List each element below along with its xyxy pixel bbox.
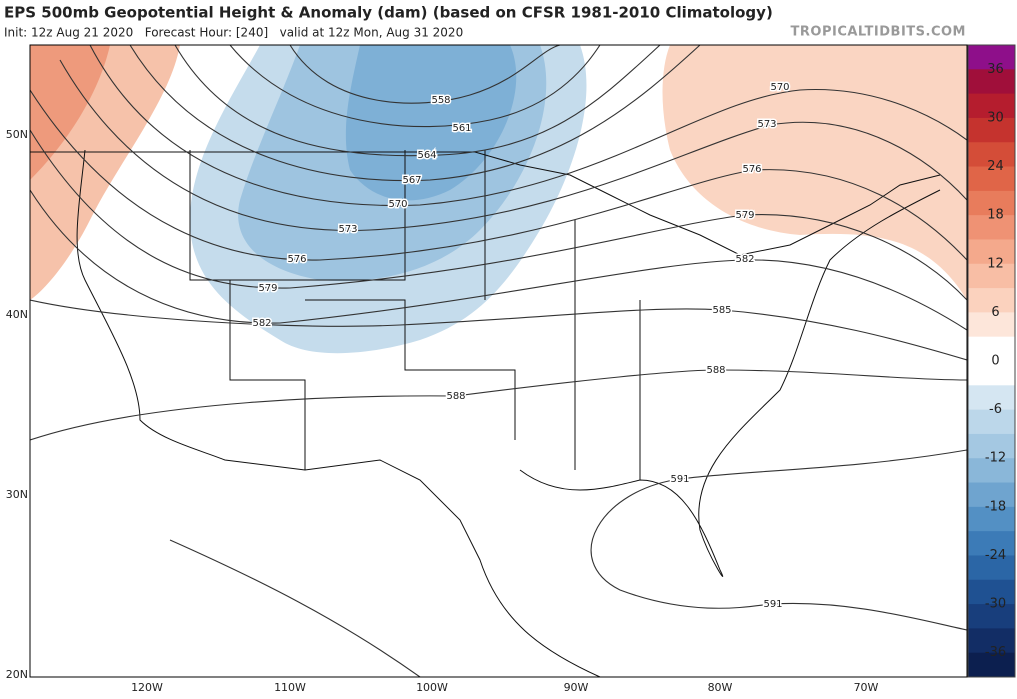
lon-label: 110W bbox=[274, 681, 306, 694]
anomaly-cool bbox=[345, 45, 517, 201]
coastline bbox=[76, 149, 601, 677]
colorbar-tick-label: -18 bbox=[985, 499, 1006, 514]
contour-label: 573 bbox=[757, 119, 776, 130]
lat-label: 20N bbox=[6, 668, 28, 681]
contour-label: 561 bbox=[452, 123, 471, 134]
colorbar-band bbox=[968, 579, 1015, 605]
contour-label: 579 bbox=[258, 283, 277, 294]
contour bbox=[30, 369, 967, 441]
colorbar-band bbox=[968, 433, 1015, 459]
colorbar-tick-label: 12 bbox=[987, 256, 1004, 271]
colorbar-band bbox=[968, 361, 1015, 386]
lat-label: 30N bbox=[6, 488, 28, 501]
colorbar-band bbox=[968, 215, 1015, 240]
colorbar-tick-label: 24 bbox=[987, 159, 1004, 174]
colorbar-band bbox=[968, 45, 1015, 70]
contour-label: 564 bbox=[417, 150, 436, 161]
state-borders bbox=[189, 150, 641, 480]
colorbar-band bbox=[968, 93, 1015, 119]
contour-label: 558 bbox=[431, 95, 450, 106]
colorbar-band bbox=[968, 142, 1015, 168]
subtitle: Init: 12z Aug 21 2020 Forecast Hour: [24… bbox=[4, 26, 463, 40]
colorbar-band bbox=[968, 336, 1015, 362]
map-frame bbox=[29, 44, 968, 678]
colorbar-band bbox=[968, 506, 1015, 532]
colorbar-band bbox=[968, 190, 1015, 216]
colorbar-band bbox=[968, 288, 1015, 313]
colorbar-band bbox=[968, 312, 1015, 338]
colorbar-band bbox=[968, 263, 1015, 289]
colorbar-tick-label: -30 bbox=[985, 597, 1006, 612]
contour-label: 576 bbox=[287, 254, 306, 265]
watermark: TROPICALTIDBITS.COM bbox=[791, 25, 966, 40]
lon-label: 80W bbox=[708, 681, 733, 694]
anomaly-warm bbox=[30, 45, 110, 180]
colorbar-band bbox=[968, 604, 1015, 629]
colorbar-tick-label: 30 bbox=[987, 110, 1004, 125]
contour-label: 570 bbox=[770, 82, 789, 93]
contour bbox=[30, 299, 967, 361]
contour-label: 585 bbox=[712, 305, 731, 316]
contour bbox=[59, 59, 967, 231]
contour-label: 591 bbox=[670, 474, 689, 485]
colorbar-band bbox=[968, 531, 1015, 556]
contour bbox=[289, 45, 561, 104]
colorbar-band bbox=[968, 385, 1015, 411]
contour bbox=[129, 45, 701, 182]
lon-label: 90W bbox=[564, 681, 589, 694]
colorbar-tick-label: 18 bbox=[987, 208, 1004, 223]
contour bbox=[89, 45, 967, 207]
contour-label: 573 bbox=[338, 224, 357, 235]
contour-label: 567 bbox=[402, 175, 421, 186]
colorbar-band bbox=[968, 239, 1015, 265]
title: EPS 500mb Geopotential Height & Anomaly … bbox=[4, 4, 773, 22]
contour bbox=[30, 189, 967, 331]
colorbar-band bbox=[968, 628, 1015, 654]
contour bbox=[169, 539, 421, 677]
lon-label: 70W bbox=[854, 681, 879, 694]
colorbar-frame bbox=[967, 44, 1016, 678]
lat-label: 40N bbox=[6, 308, 28, 321]
colorbar-band bbox=[968, 652, 1015, 678]
colorbar-band bbox=[968, 555, 1015, 581]
colorbar-tick-label: 0 bbox=[991, 354, 999, 369]
contour-label: 570 bbox=[388, 199, 407, 210]
lon-label: 100W bbox=[416, 681, 448, 694]
colorbar-tick-label: 36 bbox=[987, 62, 1004, 77]
map-area: 558 561 564 567 570 573 576 579 582 585 588 591 591 5… bbox=[30, 45, 967, 677]
contour bbox=[229, 45, 601, 128]
contour bbox=[30, 89, 967, 261]
colorbar: 36 30 24 18 12 6 0 -6 -12 -18 -24 -30 -36 bbox=[967, 44, 1016, 678]
colorbar-tick-label: -6 bbox=[989, 402, 1002, 417]
contour-label: 588 bbox=[706, 365, 725, 376]
contour bbox=[174, 45, 661, 157]
colorbar-band bbox=[968, 409, 1015, 435]
axis-labels: 50N 40N 30N 20N 120W 110W 100W 90W 80W 70W bbox=[6, 128, 879, 694]
contour bbox=[30, 129, 967, 301]
lon-label: 120W bbox=[131, 681, 163, 694]
anomaly-warm bbox=[662, 45, 967, 300]
contour-labels: 558 561 564 567 570 573 576 579 582 585 588 591 591 5… bbox=[251, 81, 791, 612]
contour-label: 582 bbox=[735, 254, 754, 265]
colorbar-band bbox=[968, 166, 1015, 192]
colorbar-band bbox=[968, 482, 1015, 508]
contour-label: 588 bbox=[446, 391, 465, 402]
colorbar-tick-label: 6 bbox=[991, 305, 999, 320]
lat-label: 50N bbox=[6, 128, 28, 141]
colorbar-tick-label: -24 bbox=[985, 548, 1006, 563]
contour-label: 579 bbox=[735, 210, 754, 221]
colorbar-tick-label: -36 bbox=[985, 645, 1006, 660]
colorbar-band bbox=[968, 458, 1015, 484]
contour-label: 582 bbox=[252, 318, 271, 329]
contour-label: 576 bbox=[742, 164, 761, 175]
contour-label: 591 bbox=[763, 599, 782, 610]
colorbar-tick-label: -12 bbox=[985, 451, 1006, 466]
colorbar-band bbox=[968, 69, 1015, 95]
contour bbox=[590, 449, 967, 631]
colorbar-band bbox=[968, 117, 1015, 143]
border bbox=[30, 151, 941, 256]
